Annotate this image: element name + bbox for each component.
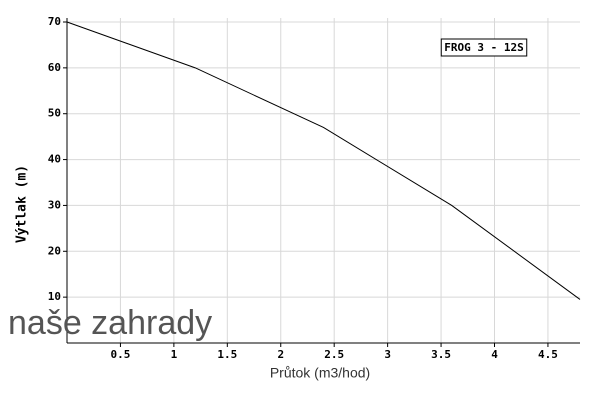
- legend-box: [440, 38, 528, 57]
- y-tick-label: 50: [48, 107, 61, 120]
- x-tick-label: 4: [491, 348, 498, 361]
- x-tick-label: 3.5: [431, 348, 451, 361]
- y-tick-label: 20: [48, 244, 61, 257]
- watermark: naše zahrady: [8, 304, 212, 342]
- y-tick-label: 10: [48, 290, 61, 303]
- x-axis-label: Průtok (m3/hod): [270, 365, 370, 381]
- y-axis-label: Výtlak (m): [15, 165, 30, 243]
- legend-label: FROG 3 - 12S: [444, 41, 523, 54]
- x-tick-label: 1: [171, 348, 178, 361]
- line: [66, 21, 581, 300]
- y-tick-label: 30: [48, 198, 61, 211]
- x-tick-label: 0.5: [111, 348, 131, 361]
- y-tick-label: 60: [48, 61, 61, 74]
- x-tick-label: 2: [277, 348, 284, 361]
- x-tick-label: 4.5: [538, 348, 558, 361]
- y-tick-label: 40: [48, 153, 61, 166]
- x-tick-label: 2.5: [324, 348, 344, 361]
- x-tick-label: 1.5: [217, 348, 237, 361]
- x-tick-label: 3: [384, 348, 391, 361]
- y-tick-label: 70: [48, 15, 61, 28]
- plot-area: [67, 18, 580, 343]
